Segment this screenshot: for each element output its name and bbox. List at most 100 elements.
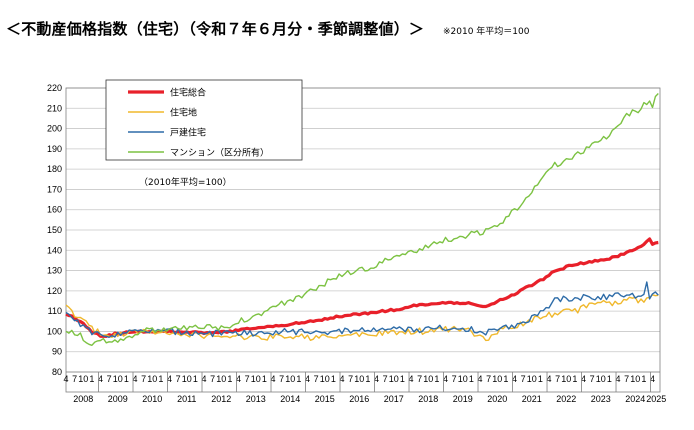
x-year-label: 2025	[646, 394, 666, 404]
x-quarter-tick-label: 10	[285, 374, 295, 384]
x-quarter-tick-label: 4	[305, 374, 310, 384]
x-quarter-tick-label: 1	[572, 374, 577, 384]
series-lines	[65, 93, 659, 346]
x-quarter-tick-label: 10	[458, 374, 468, 384]
x-quarter-tick-label: 4	[478, 374, 483, 384]
x-year-label: 2012	[211, 394, 231, 404]
y-tick-label: 170	[47, 184, 62, 194]
x-quarter-tick-label: 10	[251, 374, 261, 384]
x-year-label: 2014	[280, 394, 300, 404]
x-quarter-tick-label: 1	[124, 374, 129, 384]
x-quarter-tick-label: 4	[236, 374, 241, 384]
x-quarter-tick-label: 4	[132, 374, 137, 384]
plot-border	[65, 87, 661, 393]
x-quarter-tick-label: 7	[348, 374, 353, 384]
x-quarter-tick-label: 1	[469, 374, 474, 384]
y-tick-label: 210	[47, 103, 62, 113]
chart-annotation: （2010年平均=100）	[139, 176, 232, 188]
x-quarter-tick-label: 10	[78, 374, 88, 384]
legend-label: 戸建住宅	[170, 127, 206, 139]
x-quarter-tick-label: 7	[314, 374, 319, 384]
x-quarter-tick-label: 4	[512, 374, 517, 384]
x-quarter-tick-label: 4	[340, 374, 345, 384]
y-tick-label: 90	[52, 347, 62, 357]
x-quarter-tick-label: 4	[98, 374, 103, 384]
x-quarter-tick-label: 7	[279, 374, 284, 384]
series-line-2	[65, 281, 659, 338]
series-line-1	[65, 294, 659, 342]
x-quarter-tick-label: 10	[320, 374, 330, 384]
y-tick-label: 220	[47, 83, 62, 93]
y-tick-label: 140	[47, 245, 62, 255]
x-quarter-tick-label: 7	[521, 374, 526, 384]
x-quarter-tick-label: 1	[365, 374, 370, 384]
x-year-label: 2021	[522, 394, 542, 404]
y-tick-label: 200	[47, 124, 62, 134]
y-tick-label: 160	[47, 205, 62, 215]
y-tick-label: 100	[47, 326, 62, 336]
series-line-0	[65, 237, 659, 338]
x-quarter-tick-label: 1	[331, 374, 336, 384]
y-axis-ticks: 80 90 100 110 120 130 140 150 160 170 180 190 200 210…	[47, 83, 62, 377]
x-quarter-tick-label: 7	[176, 374, 181, 384]
y-tick-label: 130	[47, 266, 62, 276]
x-quarter-tick-label: 1	[434, 374, 439, 384]
x-quarter-tick-label: 1	[158, 374, 163, 384]
x-quarter-tick-label: 10	[423, 374, 433, 384]
x-year-label: 2011	[177, 394, 196, 404]
x-quarter-tick-label: 7	[624, 374, 629, 384]
x-year-label: 2020	[487, 394, 507, 404]
page-title: ＜不動産価格指数（住宅）（令和７年６月分・季節調整値）＞	[6, 20, 425, 38]
x-year-label: 2010	[142, 394, 162, 404]
x-quarter-tick-label: 10	[527, 374, 537, 384]
plot-frame	[65, 87, 661, 393]
x-quarter-tick-label: 4	[443, 374, 448, 384]
x-quarter-tick-label: 7	[383, 374, 388, 384]
x-quarter-tick-label: 10	[147, 374, 157, 384]
x-quarter-tick-label: 1	[89, 374, 94, 384]
x-quarter-tick-label: 10	[596, 374, 606, 384]
x-year-label: 2013	[246, 394, 266, 404]
x-quarter-tick-label: 1	[641, 374, 646, 384]
x-year-label: 2019	[453, 394, 473, 404]
legend-label: 住宅地	[170, 107, 197, 119]
x-quarter-tick-label: 4	[374, 374, 379, 384]
x-year-label: 2024	[625, 394, 645, 404]
y-tick-label: 190	[47, 144, 62, 154]
x-quarter-tick-label: 7	[141, 374, 146, 384]
x-year-label: 2009	[108, 394, 128, 404]
x-year-label: 2023	[591, 394, 611, 404]
x-quarter-tick-label: 4	[271, 374, 276, 384]
x-quarter-tick-label: 1	[262, 374, 267, 384]
base-year-note: ※2010 年平均＝100	[443, 27, 530, 37]
y-tick-label: 180	[47, 164, 62, 174]
x-year-label: 2016	[349, 394, 369, 404]
x-year-label: 2017	[384, 394, 404, 404]
x-year-label: 2022	[556, 394, 576, 404]
x-quarter-tick-label: 4	[616, 374, 621, 384]
x-quarter-tick-label: 7	[107, 374, 112, 384]
x-quarter-tick-label: 7	[452, 374, 457, 384]
legend-label: 住宅総合	[170, 87, 206, 99]
x-quarter-tick-label: 4	[63, 374, 68, 384]
x-quarter-tick-label: 1	[503, 374, 508, 384]
x-quarter-tick-label: 1	[538, 374, 543, 384]
x-quarter-tick-label: 7	[417, 374, 422, 384]
x-quarter-tick-label: 10	[216, 374, 226, 384]
series-line-3	[65, 93, 659, 346]
x-quarter-tick-label: 4	[650, 374, 655, 384]
x-quarter-tick-label: 7	[72, 374, 77, 384]
y-tick-label: 150	[47, 225, 62, 235]
x-quarter-tick-label: 7	[590, 374, 595, 384]
x-quarter-tick-label: 4	[409, 374, 414, 384]
x-quarter-tick-label: 4	[201, 374, 206, 384]
x-quarter-tick-label: 7	[210, 374, 215, 384]
x-quarter-tick-label: 10	[113, 374, 123, 384]
x-quarter-tick-label: 4	[581, 374, 586, 384]
x-quarter-tick-label: 4	[167, 374, 172, 384]
y-tick-label: 120	[47, 286, 62, 296]
x-quarter-tick-label: 1	[227, 374, 232, 384]
x-quarter-tick-label: 4	[547, 374, 552, 384]
